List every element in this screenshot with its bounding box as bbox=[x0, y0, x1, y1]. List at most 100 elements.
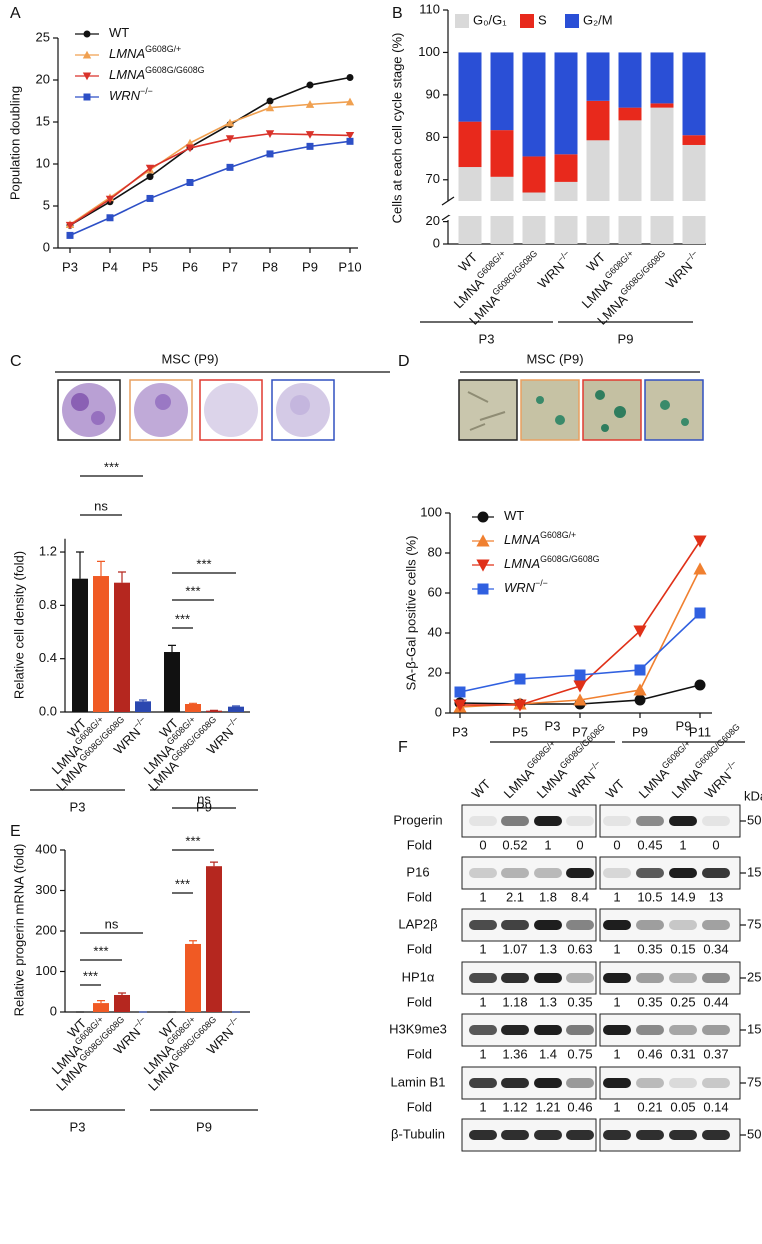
fold-value: 0.37 bbox=[703, 1046, 728, 1061]
band bbox=[566, 868, 594, 878]
legend-label: S bbox=[538, 12, 547, 27]
band bbox=[636, 1025, 664, 1035]
marker bbox=[265, 103, 275, 112]
marker bbox=[453, 699, 467, 712]
band bbox=[669, 1078, 697, 1088]
fold-value: 1.4 bbox=[539, 1046, 557, 1061]
y-tick-label: 70 bbox=[426, 171, 440, 186]
marker bbox=[634, 694, 646, 706]
x-tick-label: P7 bbox=[572, 724, 588, 739]
y-tick-label: 60 bbox=[428, 584, 442, 599]
legend-label-main: WT bbox=[504, 508, 524, 523]
bar-segment bbox=[586, 140, 610, 201]
bar bbox=[185, 943, 201, 1012]
band bbox=[469, 1130, 497, 1140]
bar-segment bbox=[458, 167, 482, 201]
marker bbox=[225, 118, 235, 127]
x-tick-label: WRN−/− bbox=[661, 248, 704, 291]
fold-value: 0.21 bbox=[637, 1099, 662, 1114]
legend-label-main: LMNA bbox=[504, 556, 540, 571]
x-tick-label-sup: G608G/+ bbox=[603, 248, 636, 281]
band bbox=[534, 920, 562, 930]
legend-label: WT bbox=[109, 25, 129, 40]
bar-segment bbox=[682, 135, 706, 145]
protein-label: Lamin B1 bbox=[391, 1074, 446, 1089]
band bbox=[603, 973, 631, 983]
panel-label: A bbox=[10, 5, 21, 22]
panel-label: C bbox=[10, 353, 22, 370]
protein-label: H3K9me3 bbox=[389, 1021, 447, 1036]
fold-value: 0.35 bbox=[637, 941, 662, 956]
marker bbox=[265, 130, 275, 138]
bar-segment bbox=[618, 52, 642, 108]
band bbox=[534, 868, 562, 878]
protein-label: Progerin bbox=[393, 812, 442, 827]
band bbox=[603, 868, 631, 878]
group-label: P9 bbox=[676, 718, 692, 733]
marker bbox=[346, 73, 354, 81]
y-axis-title: SA-β-Gal positive cells (%) bbox=[403, 536, 418, 691]
bar-segment bbox=[458, 216, 482, 244]
legend-label-sup: G608G/G608G bbox=[145, 65, 205, 75]
bar-segment bbox=[490, 52, 514, 131]
band bbox=[534, 1078, 562, 1088]
legend-label-sup: −/− bbox=[140, 86, 153, 96]
fold-value: 1 bbox=[479, 994, 486, 1009]
bar-segment bbox=[618, 120, 642, 201]
significance-label: *** bbox=[175, 611, 190, 626]
bar-segment bbox=[554, 181, 578, 201]
significance-label: ns bbox=[94, 498, 108, 513]
bar bbox=[114, 994, 130, 1012]
x-tick-label: P9 bbox=[632, 724, 648, 739]
group-label: P3 bbox=[70, 1119, 86, 1134]
y-tick-label: 110 bbox=[419, 1, 440, 16]
band bbox=[469, 973, 497, 983]
fold-value: 0.25 bbox=[670, 994, 695, 1009]
significance-label: *** bbox=[185, 833, 200, 848]
fold-label: Fold bbox=[407, 1099, 432, 1114]
fold-label: Fold bbox=[407, 994, 432, 1009]
y-tick-label: 5 bbox=[43, 197, 50, 212]
marker bbox=[476, 559, 490, 572]
band bbox=[501, 920, 529, 930]
band bbox=[566, 1078, 594, 1088]
fold-value: 0.46 bbox=[567, 1099, 592, 1114]
band bbox=[469, 816, 497, 826]
blot-panel bbox=[599, 1013, 741, 1047]
error-bar bbox=[118, 571, 126, 583]
error-bar bbox=[139, 699, 147, 702]
band bbox=[501, 868, 529, 878]
bar-segment bbox=[554, 216, 578, 244]
legend-label: LMNAG608G/+ bbox=[109, 44, 181, 61]
marker bbox=[82, 72, 92, 81]
y-axis-title: Relative cell density (fold) bbox=[11, 551, 26, 699]
bar-segment bbox=[522, 156, 546, 193]
y-tick-label: 100 bbox=[420, 504, 442, 519]
y-tick-label: 100 bbox=[35, 963, 57, 978]
fold-value: 14.9 bbox=[670, 889, 695, 904]
error-bar bbox=[189, 702, 197, 705]
marker bbox=[82, 50, 92, 59]
y-tick-label: 1.2 bbox=[39, 543, 57, 558]
band bbox=[669, 1025, 697, 1035]
bar-segment bbox=[650, 103, 674, 108]
bar bbox=[93, 576, 109, 712]
band bbox=[566, 816, 594, 826]
y-tick-label: 40 bbox=[428, 624, 442, 639]
x-tick-label: WRN−/− bbox=[533, 248, 576, 291]
legend-label: LMNAG608G/+ bbox=[504, 530, 576, 547]
band bbox=[669, 1130, 697, 1140]
series-line bbox=[69, 140, 351, 237]
bar-segment bbox=[458, 121, 482, 168]
band bbox=[702, 1025, 730, 1035]
marker bbox=[106, 214, 114, 222]
fold-value: 0.44 bbox=[703, 994, 728, 1009]
marker bbox=[345, 131, 355, 140]
band bbox=[603, 1130, 631, 1140]
band bbox=[669, 973, 697, 983]
legend-label-sup: G608G/+ bbox=[540, 530, 576, 540]
bar-segment bbox=[490, 130, 514, 177]
bar bbox=[93, 1003, 109, 1012]
fold-value: 2.1 bbox=[506, 889, 524, 904]
